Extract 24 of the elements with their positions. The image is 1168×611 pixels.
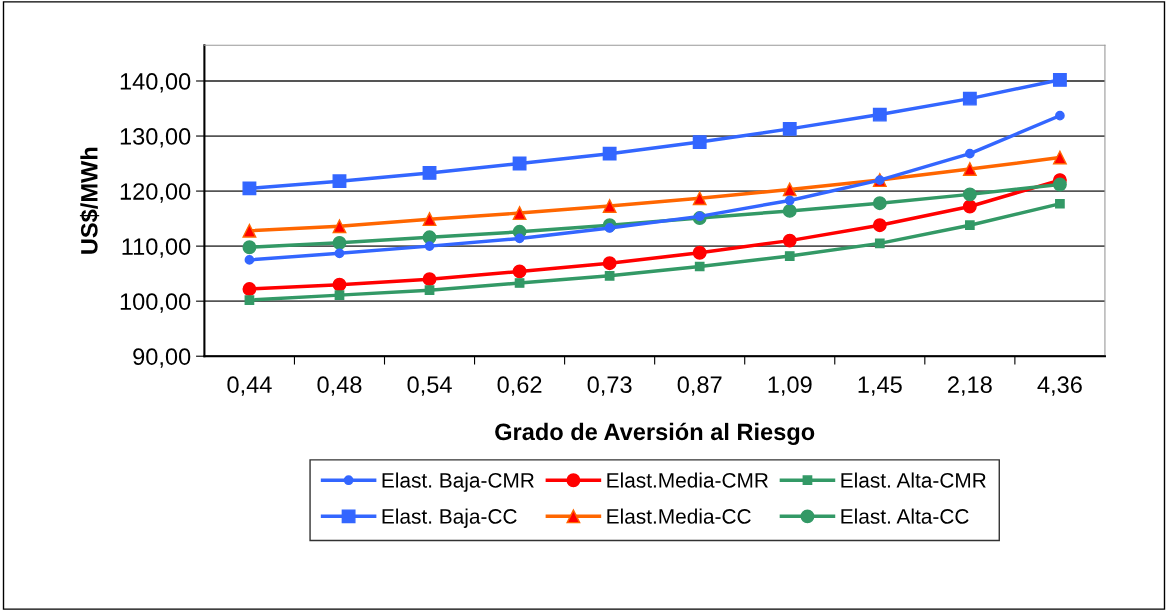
x-tick-label: 2,18 (948, 376, 992, 396)
y-tick-label: 110,00 (122, 238, 191, 258)
y-tick-label: 140,00 (120, 73, 191, 93)
legend-label: Elast. Alta-CMR (841, 472, 986, 488)
x-tick-label: 0,73 (587, 376, 632, 396)
legend-label: Elast. Baja-CC (382, 508, 517, 528)
legend-label: Elast.Media-CMR (607, 472, 768, 488)
x-tick-label: 0,54 (407, 376, 452, 396)
x-axis-title: Grado de Aversión al Riesgo (495, 422, 815, 445)
x-tick-label: 4,36 (1037, 376, 1082, 396)
legend-label: Elast. Alta-CC (841, 508, 969, 524)
legend-label: Elast. Baja-CMR (382, 472, 534, 492)
y-tick-label: 130,00 (120, 128, 191, 148)
x-tick-label: 1,45 (858, 376, 902, 396)
y-tick-label: 90,00 (133, 348, 191, 368)
x-tick-label: 0,44 (227, 376, 272, 396)
y-tick-label: 120,00 (120, 183, 191, 203)
x-tick-label: 0,87 (677, 376, 722, 396)
y-tick-label: 100,00 (120, 293, 191, 313)
legend-label: Elast.Media-CC (607, 508, 751, 524)
x-tick-label: 0,62 (497, 376, 542, 396)
x-tick-label: 1,09 (768, 376, 812, 396)
y-axis-title: US$/MWh (79, 147, 100, 254)
x-tick-label: 0,48 (317, 376, 362, 396)
